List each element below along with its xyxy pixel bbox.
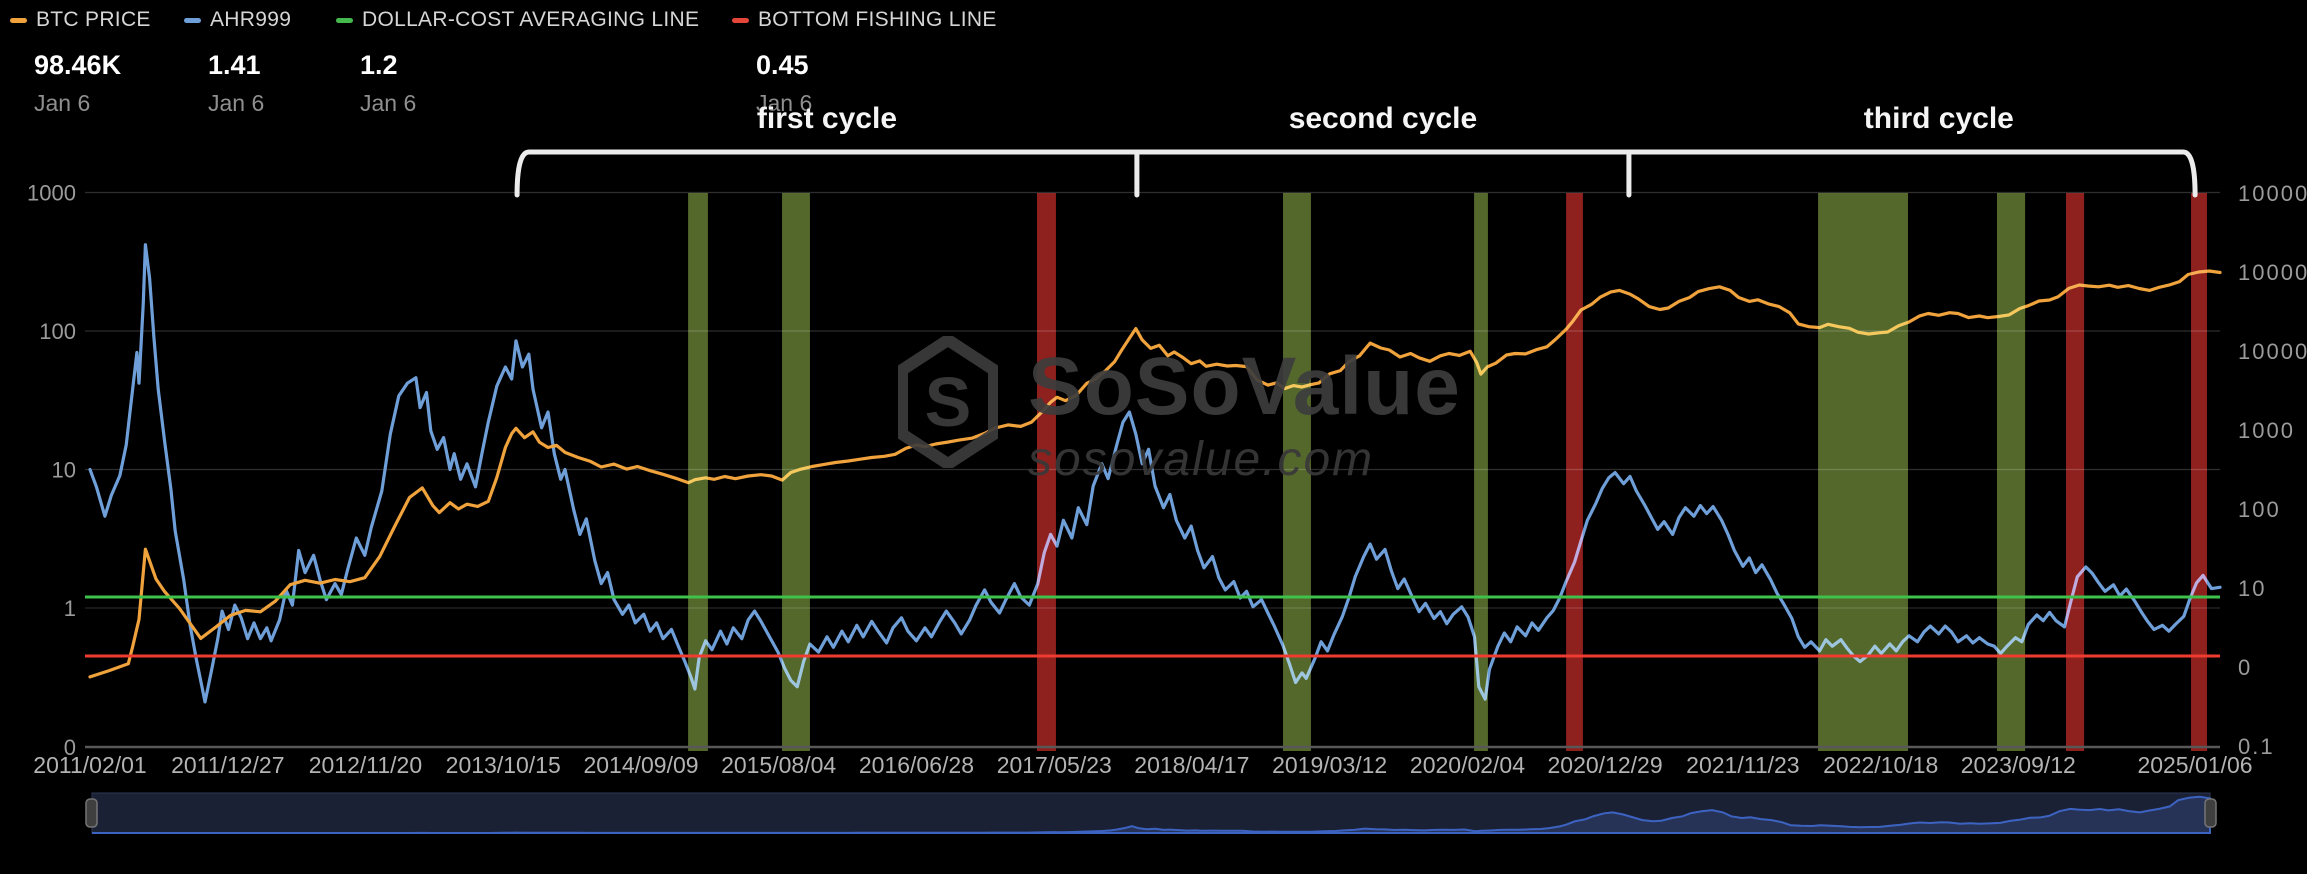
legend-label: BOTTOM FISHING LINE: [758, 8, 997, 31]
band-red: [2066, 193, 2085, 751]
dca-value: 1.2: [360, 50, 398, 80]
legend-label: AHR999: [210, 8, 292, 31]
bottom-fishing-swatch-icon: [732, 17, 749, 23]
x-axis-label: 2021/11/23: [1686, 752, 1799, 778]
bottom-fishing-date: Jan 6: [756, 90, 813, 116]
y-axis-label-right: 0: [2238, 655, 2252, 680]
y-axis-label-right: 10000: [2238, 339, 2307, 364]
legend-label: BTC PRICE: [36, 8, 151, 31]
band-red: [1036, 193, 1056, 751]
x-axis-label: 2023/09/12: [1961, 752, 2076, 778]
y-axis-label-left: 0: [64, 735, 76, 760]
btc-price-date: Jan 6: [34, 90, 91, 116]
dca-date: Jan 6: [360, 90, 417, 116]
cycle-label-first: first cycle: [756, 102, 898, 135]
ahr999-value: 1.41: [208, 50, 261, 80]
x-axis-label: 2013/10/15: [446, 752, 561, 778]
x-axis-label: 2016/06/28: [859, 752, 974, 778]
band-red: [2191, 193, 2208, 751]
cycle-label-third: third cycle: [1863, 102, 2014, 135]
btc-price-value: 98.46K: [34, 50, 122, 80]
navigator-handle-left[interactable]: [85, 798, 98, 828]
dca-swatch-icon: [336, 17, 353, 23]
legend-item-dollar-cost-averaging[interactable]: DOLLAR-COST AVERAGING LINE 1.2 Jan 6: [336, 6, 699, 117]
band-red: [1566, 193, 1583, 751]
legend-item-ahr999[interactable]: AHR999 1.41 Jan 6: [184, 6, 291, 117]
cycle-label-second: second cycle: [1288, 102, 1478, 135]
y-axis-label-left: 100: [39, 319, 76, 344]
x-axis-label: 2019/03/12: [1272, 752, 1387, 778]
x-axis-label: 2020/12/29: [1548, 752, 1663, 778]
btc-price-swatch-icon: [10, 17, 27, 23]
y-axis-label-right: 1000000: [2238, 181, 2307, 206]
x-axis-label: 2012/11/20: [309, 752, 422, 778]
bottom-fishing-value: 0.45: [756, 50, 809, 80]
ahr999-date: Jan 6: [208, 90, 265, 116]
band-green: [1474, 193, 1488, 751]
legend-label: DOLLAR-COST AVERAGING LINE: [362, 8, 700, 31]
y-axis-label-right: 1000: [2238, 418, 2295, 443]
y-axis-label-right: 10: [2238, 576, 2266, 601]
x-axis-label: 2011/02/01: [33, 752, 146, 778]
x-axis-label: 2015/08/04: [721, 752, 836, 778]
y-axis-label-right: 100000: [2238, 260, 2307, 285]
y-axis-label-right: 0.1: [2238, 734, 2275, 759]
x-axis-label: 2025/01/06: [2137, 752, 2252, 778]
x-axis-label: 2018/04/17: [1134, 752, 1249, 778]
x-axis-label: 2020/02/04: [1410, 752, 1525, 778]
y-axis-label-left: 1000: [27, 181, 76, 206]
y-axis-label-left: 1: [64, 596, 76, 621]
legend-item-bottom-fishing[interactable]: BOTTOM FISHING LINE 0.45 Jan 6: [732, 6, 997, 117]
cycle-bracket: [514, 149, 2198, 198]
chart-legend: BTC PRICE 98.46K Jan 6 AHR999 1.41 Jan 6…: [0, 6, 1100, 126]
band-green: [688, 193, 708, 751]
x-axis-label: 2011/12/27: [171, 752, 284, 778]
ahr999-swatch-icon: [184, 17, 201, 23]
x-axis-label: 2014/09/09: [583, 752, 698, 778]
navigator-handle-right[interactable]: [2204, 798, 2217, 828]
y-axis-label-left: 10: [52, 458, 76, 483]
band-green: [782, 193, 810, 751]
band-green: [1818, 193, 1908, 751]
band-green: [1283, 193, 1311, 751]
navigator-area[interactable]: [92, 795, 2211, 834]
x-axis-label: 2017/05/23: [997, 752, 1112, 778]
legend-item-btc-price[interactable]: BTC PRICE 98.46K Jan 6: [10, 6, 151, 117]
x-axis-label: 2022/10/18: [1823, 752, 1938, 778]
y-axis-label-right: 100: [2238, 497, 2281, 522]
band-green: [1996, 193, 2026, 751]
